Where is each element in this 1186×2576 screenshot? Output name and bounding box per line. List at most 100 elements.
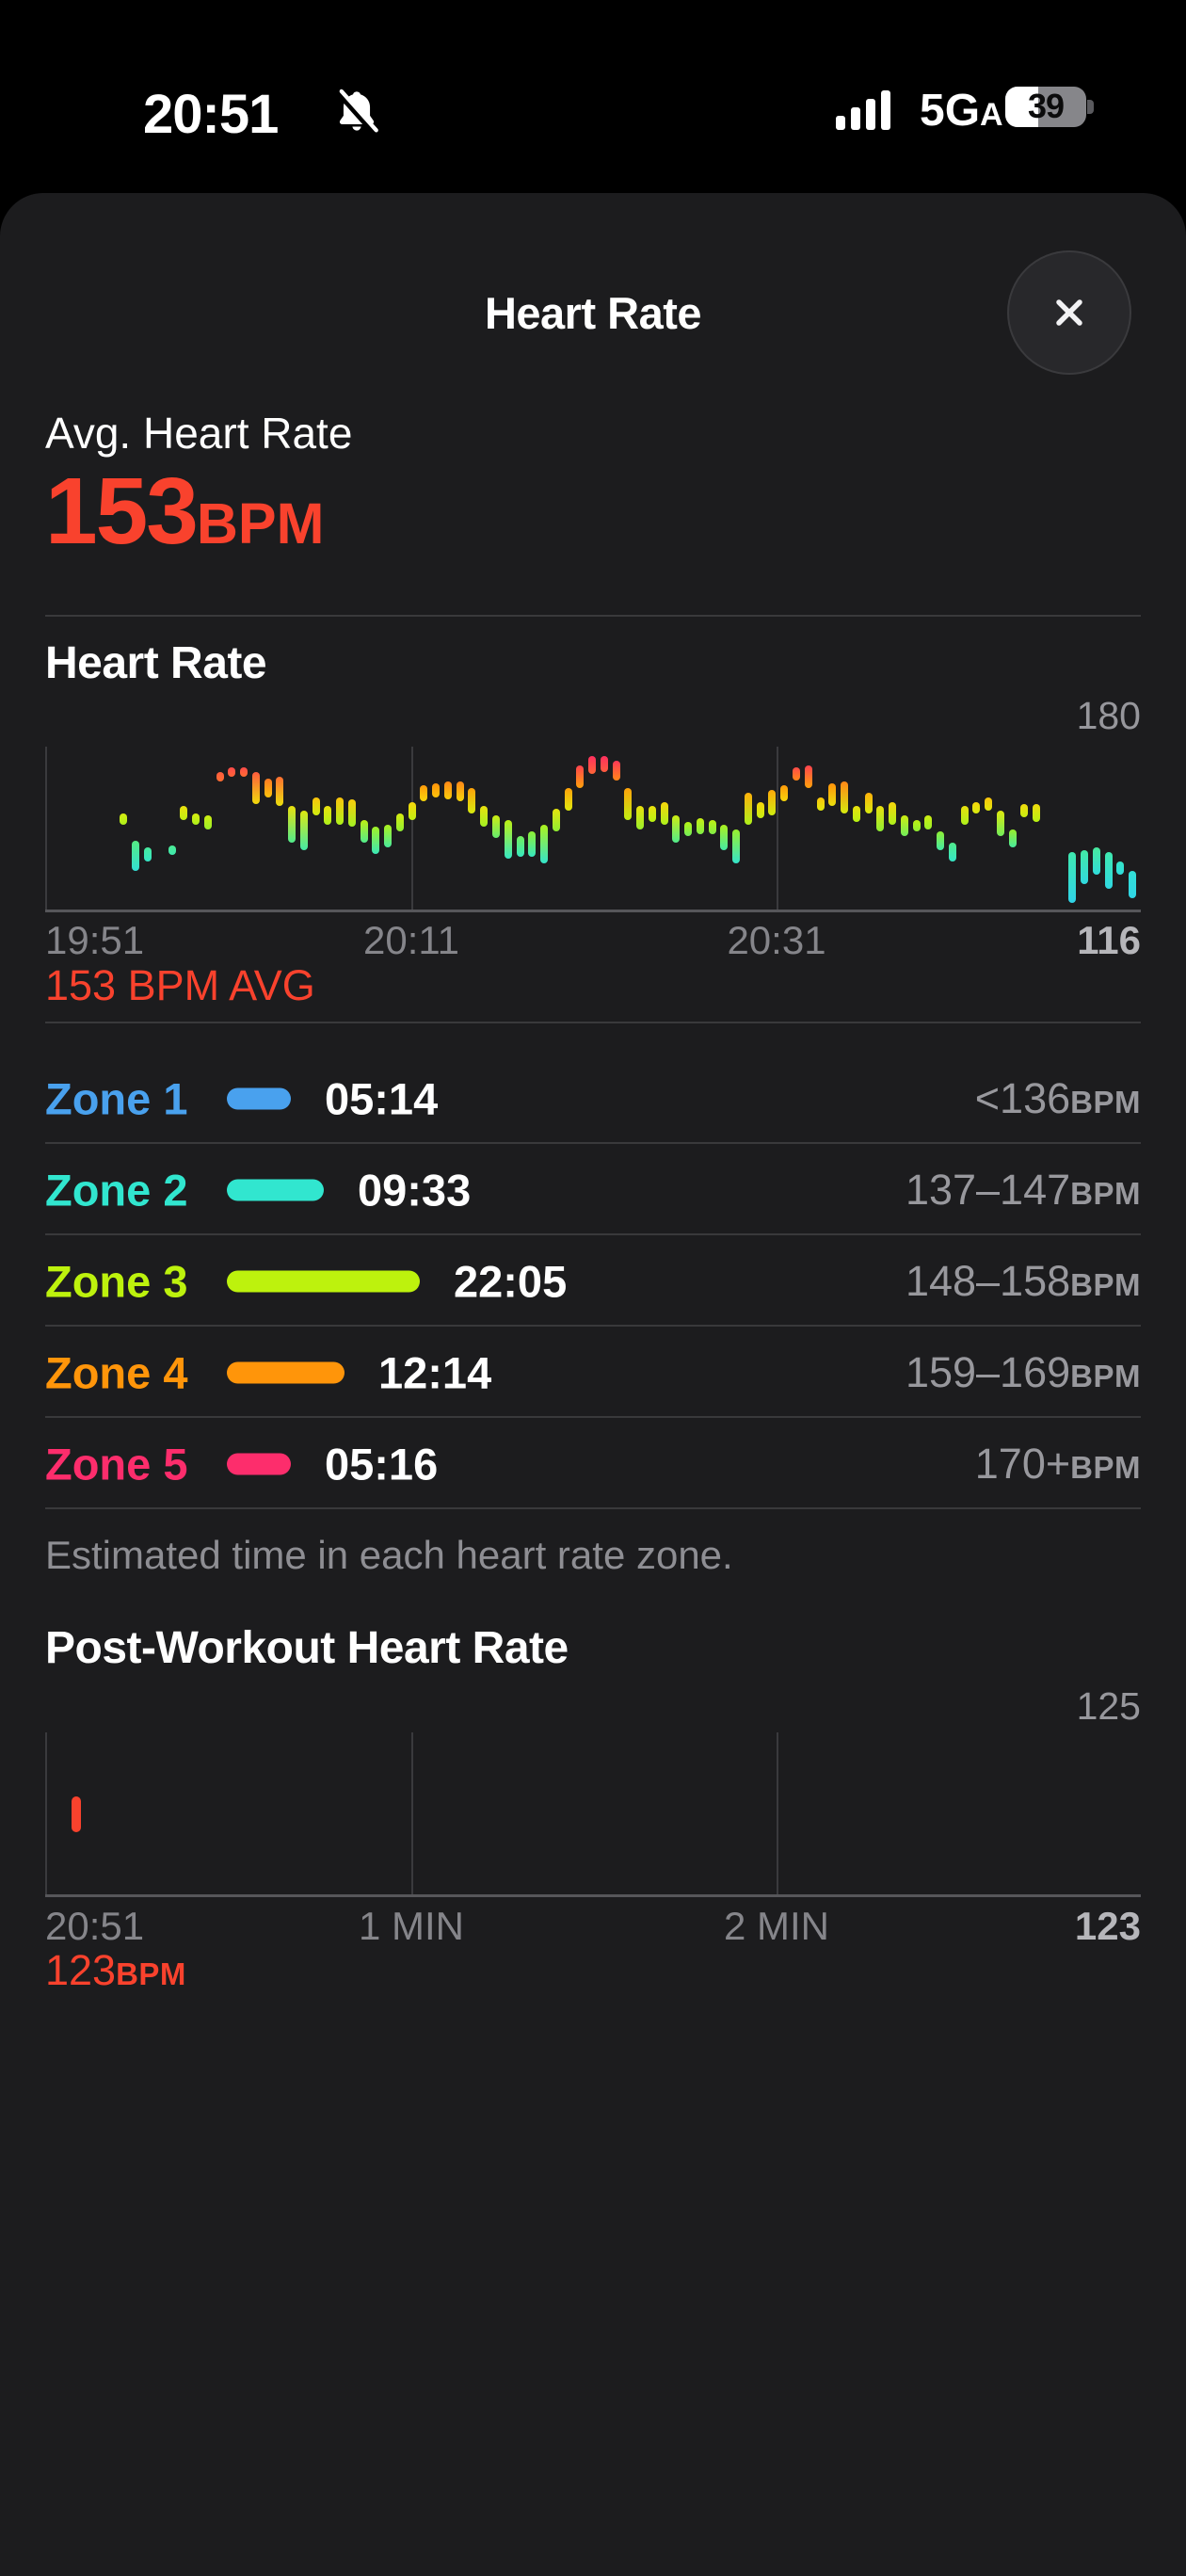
hr-sample-bar — [468, 787, 476, 813]
post-gridline — [45, 1732, 47, 1894]
hr-avg-note-text: 153 BPM AVG — [45, 961, 315, 1009]
hr-sample-bar — [912, 820, 921, 832]
hr-sample-bar — [1081, 849, 1089, 885]
hr-sample-bar — [312, 797, 320, 816]
hr-sample-bar — [876, 806, 885, 832]
hr-chart-axis: 19:51 20:11 20:31 116 — [45, 918, 1141, 963]
cellular-signal-icon — [836, 89, 894, 130]
hr-sample-bar — [432, 783, 441, 797]
hr-gridline — [45, 747, 47, 910]
post-chart-baseline — [45, 1894, 1141, 1897]
axis-tick-label: 19:51 — [45, 918, 145, 962]
zone-row: Zone 1 05:14 <136BPM — [45, 1053, 1141, 1144]
avg-bpm-number: 153 — [45, 459, 199, 564]
zone-duration: 22:05 — [454, 1256, 568, 1306]
hr-sample-bar — [672, 815, 681, 844]
hr-sample-bar — [744, 792, 752, 825]
hr-sample-bar — [720, 824, 729, 850]
hr-sample-bar — [251, 771, 260, 804]
hr-sample-bar — [648, 806, 656, 823]
zone-range: 137–147BPM — [906, 1166, 1141, 1215]
hr-sample-bar — [456, 781, 464, 802]
hr-sample-bar — [420, 785, 428, 802]
network-type-label: 5GA — [920, 86, 1004, 136]
hr-sample-bar — [852, 806, 860, 823]
hr-sample-bar — [143, 847, 152, 861]
battery-percent: 39 — [1027, 86, 1065, 125]
post-gridline — [411, 1732, 413, 1894]
zone-duration-pill — [227, 1270, 420, 1292]
hr-sample-bar — [443, 781, 452, 799]
post-sample-bar — [72, 1796, 81, 1832]
hr-sample-bar — [1104, 852, 1113, 890]
zone-divider — [45, 1142, 1141, 1144]
hr-sample-bar — [937, 831, 945, 850]
battery-icon: 39 — [1005, 86, 1094, 127]
signal-bar — [836, 116, 845, 130]
zone-range-number: 148–158 — [905, 1256, 1071, 1305]
zone-range-number: 137–147 — [905, 1165, 1071, 1214]
zone-name: Zone 1 — [45, 1073, 188, 1123]
heart-rate-chart — [45, 747, 1141, 912]
hr-sample-bar — [660, 801, 668, 825]
axis-min-label: 116 — [1077, 918, 1141, 962]
hr-gridline — [411, 747, 413, 910]
zone-range: 159–169BPM — [906, 1348, 1141, 1397]
hr-sample-bar — [636, 806, 645, 829]
hr-sample-bar — [192, 813, 200, 825]
heart-rate-sheet: Heart Rate Avg. Heart Rate 153 BPM Heart… — [0, 193, 1186, 2576]
hr-sample-bar — [264, 779, 272, 797]
zone-duration: 12:14 — [378, 1347, 492, 1397]
hr-sample-bar — [120, 813, 128, 825]
axis-tick-label: 2 MIN — [723, 1904, 830, 1948]
hr-sample-bar — [624, 787, 633, 820]
hr-sample-bar — [588, 755, 596, 775]
hr-sample-bar — [504, 820, 512, 860]
hr-sample-bar — [804, 765, 812, 788]
hr-sample-bar — [240, 766, 248, 777]
hr-sample-bar — [972, 801, 981, 813]
zone-name: Zone 4 — [45, 1347, 188, 1397]
hr-sample-bar — [1116, 861, 1125, 876]
hr-sample-bar — [395, 813, 404, 832]
zone-duration: 09:33 — [358, 1165, 472, 1215]
zone-range-number: <136 — [974, 1073, 1071, 1122]
hr-sample-bar — [985, 797, 993, 812]
close-button[interactable] — [1007, 250, 1131, 375]
hr-sample-bar — [732, 829, 741, 864]
hr-sample-bar — [132, 840, 140, 871]
hr-sample-bar — [228, 766, 236, 777]
zone-duration-pill — [227, 1453, 291, 1474]
zone-row: Zone 3 22:05 148–158BPM — [45, 1235, 1141, 1327]
post-workout-chart — [45, 1732, 1141, 1897]
axis-tick-label: 20:31 — [727, 918, 826, 962]
hr-sample-bar — [336, 797, 345, 825]
hr-sample-bar — [372, 827, 380, 855]
hr-sample-bar — [612, 760, 620, 781]
avg-heart-rate-value: 153 BPM — [45, 464, 324, 558]
hr-sample-bar — [780, 785, 789, 802]
hr-sample-bar — [528, 831, 537, 857]
hr-sample-bar — [1068, 852, 1077, 903]
zone-divider — [45, 1416, 1141, 1418]
signal-bar — [851, 107, 860, 130]
post-gridline — [777, 1732, 778, 1894]
zone-divider — [45, 1325, 1141, 1327]
hr-sample-bar — [924, 815, 933, 829]
zone-range-unit: BPM — [1070, 1449, 1141, 1485]
status-bar: 20:51 5GA 39 — [0, 0, 1186, 160]
hr-sample-bar — [492, 815, 500, 839]
hr-sample-bar — [564, 787, 572, 812]
hr-sample-bar — [960, 806, 969, 825]
post-bpm-number: 123 — [45, 1946, 117, 1994]
heart-rate-section-title: Heart Rate — [45, 638, 267, 688]
hr-sample-bar — [696, 817, 704, 834]
hr-sample-bar — [1020, 803, 1029, 818]
zone-range-unit: BPM — [1070, 1084, 1141, 1119]
hr-sample-bar — [828, 783, 837, 807]
axis-tick-label: 20:11 — [363, 918, 459, 962]
zone-duration: 05:16 — [325, 1439, 439, 1489]
hr-sample-bar — [1033, 803, 1041, 823]
hr-sample-bar — [1092, 847, 1100, 876]
zone-range-number: 159–169 — [905, 1347, 1071, 1396]
